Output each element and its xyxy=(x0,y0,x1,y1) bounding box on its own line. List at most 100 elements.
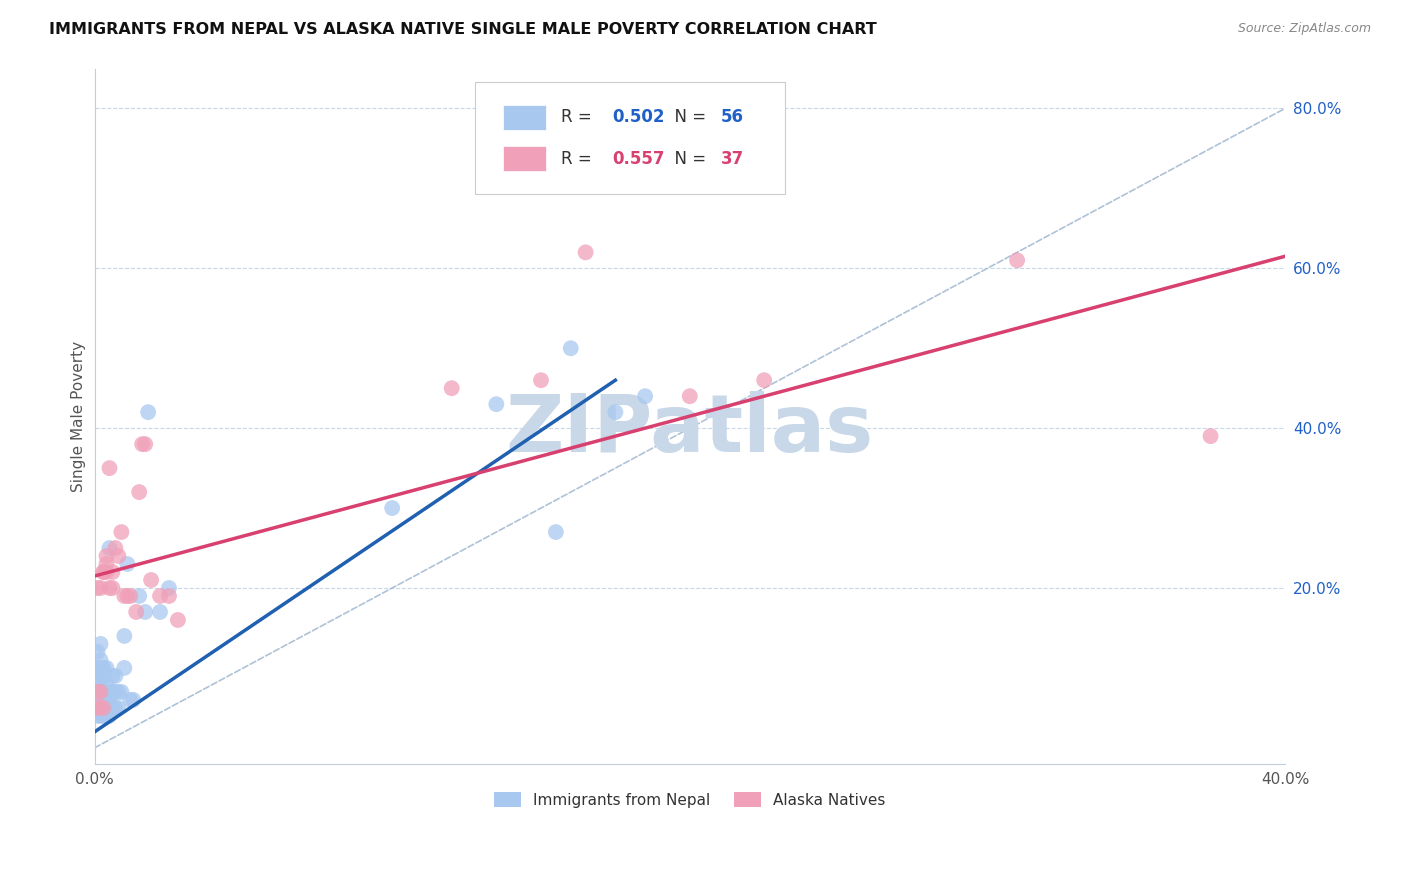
Point xyxy=(112,661,135,675)
Point xyxy=(96,557,118,571)
Point xyxy=(93,701,115,715)
Point xyxy=(89,685,111,699)
Point xyxy=(167,613,190,627)
Point xyxy=(93,701,115,715)
Point xyxy=(86,701,108,715)
Point xyxy=(86,581,108,595)
Text: 56: 56 xyxy=(721,108,744,126)
Point xyxy=(86,685,108,699)
Point xyxy=(149,589,172,603)
Point xyxy=(107,701,129,715)
Point xyxy=(89,701,111,715)
Point xyxy=(104,685,127,699)
Point xyxy=(89,669,111,683)
Point xyxy=(560,341,582,355)
Point xyxy=(86,685,108,699)
Point xyxy=(86,693,108,707)
Point xyxy=(86,677,108,691)
Text: IMMIGRANTS FROM NEPAL VS ALASKA NATIVE SINGLE MALE POVERTY CORRELATION CHART: IMMIGRANTS FROM NEPAL VS ALASKA NATIVE S… xyxy=(49,22,877,37)
Text: 0.502: 0.502 xyxy=(613,108,665,126)
Point xyxy=(1199,429,1222,443)
Point xyxy=(605,405,627,419)
Text: Source: ZipAtlas.com: Source: ZipAtlas.com xyxy=(1237,22,1371,36)
Point xyxy=(98,685,121,699)
Point xyxy=(96,709,118,723)
Point xyxy=(1005,253,1028,268)
Point xyxy=(104,701,127,715)
Point xyxy=(117,589,139,603)
Point xyxy=(93,693,115,707)
Point xyxy=(128,589,150,603)
Point xyxy=(96,565,118,579)
Point xyxy=(98,461,121,475)
Point xyxy=(93,565,115,579)
Text: N =: N = xyxy=(664,150,711,168)
Point xyxy=(89,581,111,595)
Point xyxy=(96,693,118,707)
Point xyxy=(679,389,702,403)
Point xyxy=(110,685,132,699)
Point xyxy=(134,437,156,451)
Point xyxy=(104,669,127,683)
Point xyxy=(120,693,142,707)
FancyBboxPatch shape xyxy=(475,82,785,194)
Text: 37: 37 xyxy=(721,150,744,168)
Point xyxy=(101,701,124,715)
Point xyxy=(101,581,124,595)
Point xyxy=(381,501,404,516)
Text: 0.557: 0.557 xyxy=(613,150,665,168)
Point xyxy=(107,549,129,563)
Text: ZIPatlas: ZIPatlas xyxy=(506,391,875,469)
Point xyxy=(101,669,124,683)
Point xyxy=(575,245,598,260)
Point xyxy=(93,669,115,683)
Point xyxy=(98,581,121,595)
Point xyxy=(136,405,159,419)
Text: N =: N = xyxy=(664,108,711,126)
Point xyxy=(157,589,180,603)
Point xyxy=(86,709,108,723)
Point xyxy=(110,524,132,539)
Text: R =: R = xyxy=(561,108,598,126)
Point xyxy=(89,637,111,651)
Point xyxy=(89,709,111,723)
Point xyxy=(93,685,115,699)
Point xyxy=(485,397,508,411)
Point xyxy=(101,685,124,699)
Y-axis label: Single Male Poverty: Single Male Poverty xyxy=(72,341,86,491)
Point xyxy=(89,677,111,691)
Legend: Immigrants from Nepal, Alaska Natives: Immigrants from Nepal, Alaska Natives xyxy=(486,784,893,815)
Point xyxy=(157,581,180,595)
Point xyxy=(96,677,118,691)
Point xyxy=(634,389,657,403)
Point xyxy=(544,524,567,539)
Point xyxy=(125,605,148,619)
Point xyxy=(530,373,553,387)
Point xyxy=(86,645,108,659)
Point xyxy=(93,565,115,579)
Point xyxy=(131,437,153,451)
Point xyxy=(98,709,121,723)
Point xyxy=(89,653,111,667)
Point xyxy=(117,557,139,571)
Text: R =: R = xyxy=(561,150,598,168)
Point xyxy=(89,701,111,715)
Point xyxy=(122,693,145,707)
Point xyxy=(754,373,776,387)
Point xyxy=(86,701,108,715)
Point xyxy=(96,701,118,715)
Point xyxy=(86,661,108,675)
Point xyxy=(89,693,111,707)
Point xyxy=(128,485,150,500)
Point xyxy=(112,589,135,603)
Point xyxy=(112,629,135,643)
Point xyxy=(101,565,124,579)
Point xyxy=(440,381,463,395)
Point xyxy=(98,541,121,555)
Point xyxy=(98,693,121,707)
Point xyxy=(89,685,111,699)
Point xyxy=(93,661,115,675)
Point xyxy=(96,549,118,563)
Point xyxy=(89,661,111,675)
Point xyxy=(139,573,162,587)
